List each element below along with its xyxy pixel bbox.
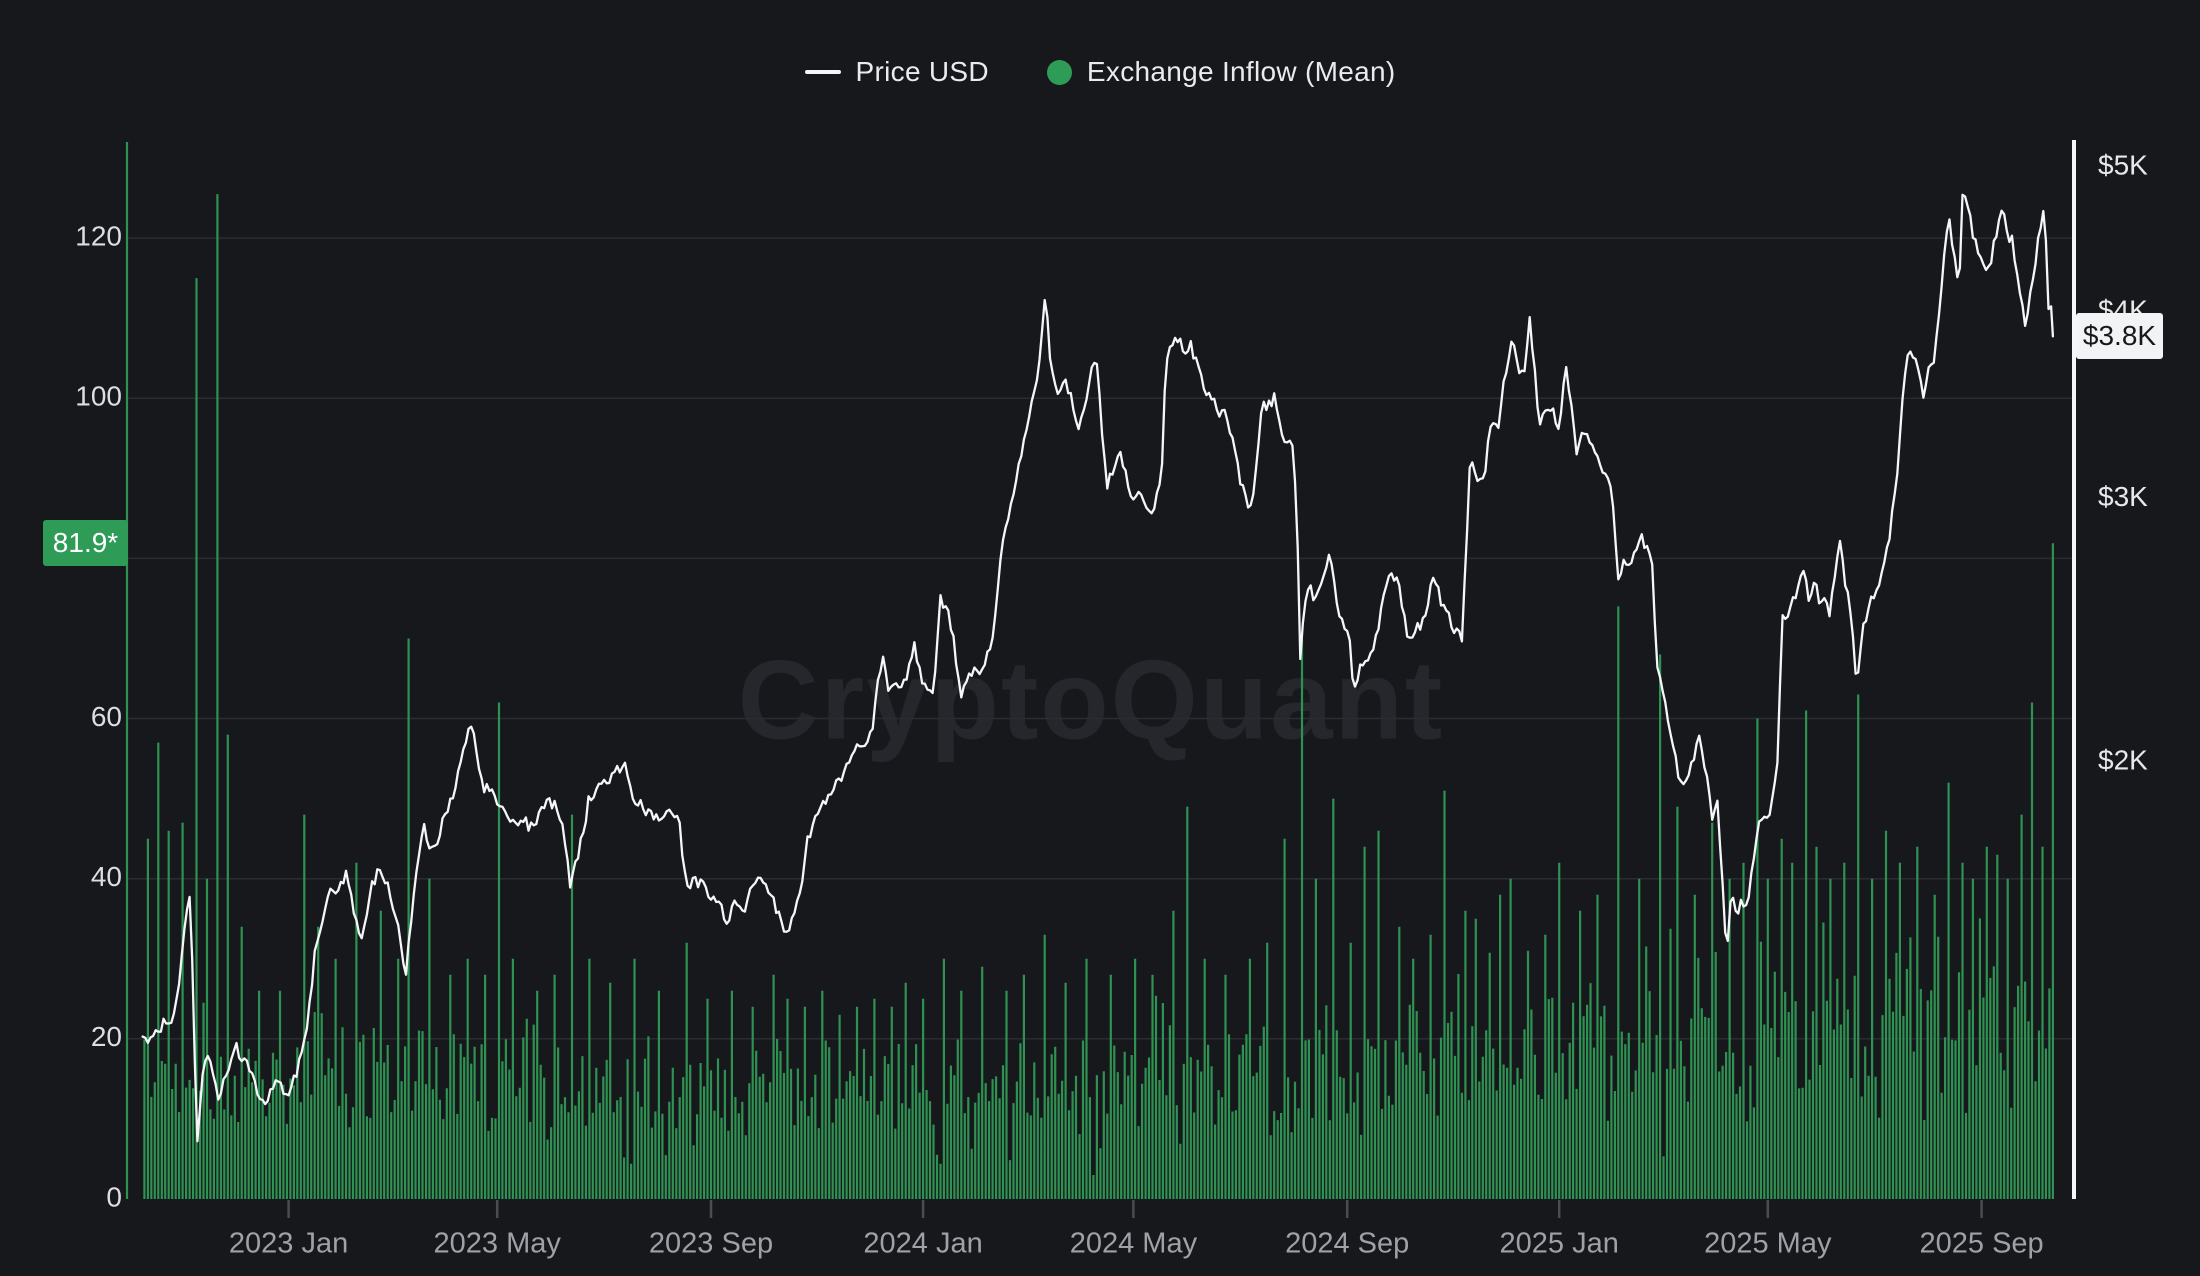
x-axis: 2023 Jan 2023 May 2023 Sep 2024 Jan 2024 May… (229, 1200, 2044, 1260)
price-axis-tick-label: $2K (2098, 744, 2148, 775)
chart-legend: Price USD Exchange Inflow (Mean) (0, 56, 2200, 88)
cryptoquant-watermark: CryptoQuant (737, 637, 1445, 763)
price-latest-value-badge: $3.8K (2076, 313, 2163, 360)
price-axis-tick-label: $5K (2098, 150, 2148, 181)
legend-item-price-usd[interactable]: Price USD (804, 56, 989, 88)
inflow-axis-tick-label: 40 (91, 861, 122, 892)
inflow-dot-marker-icon (1046, 59, 1072, 85)
left-axis-labels: 0 20 40 60 100 120 (75, 220, 122, 1212)
legend-label-exchange-inflow: Exchange Inflow (Mean) (1086, 56, 1396, 87)
x-tick-label: 2023 Sep (649, 1228, 773, 1260)
right-axis-labels: $2K$3K$4K$5K (2098, 150, 2148, 776)
x-tick-label: 2023 May (434, 1228, 562, 1260)
x-tick-label: 2025 Jan (1500, 1228, 1619, 1260)
inflow-axis-tick-label: 0 (106, 1181, 122, 1212)
inflow-latest-value-badge: 81.9* (43, 520, 128, 567)
price-axis-tick-label: $3K (2098, 481, 2148, 512)
inflow-axis-tick-label: 120 (75, 220, 122, 251)
legend-label-price-usd: Price USD (855, 56, 989, 87)
x-tick-label: 2023 Jan (229, 1228, 348, 1260)
x-tick-label: 2024 Jan (863, 1228, 982, 1260)
inflow-axis-tick-label: 100 (75, 381, 122, 412)
price-line-marker-icon (804, 70, 841, 74)
x-tick-label: 2025 Sep (1920, 1228, 2044, 1260)
x-tick-label: 2024 Sep (1285, 1228, 1409, 1260)
price-usd-line (141, 193, 2055, 1143)
inflow-axis-tick-label: 20 (91, 1021, 122, 1052)
inflow-axis-tick-label: 60 (91, 701, 122, 732)
x-tick-label: 2025 May (1704, 1228, 1832, 1260)
exchange-inflow-bars (125, 142, 2054, 1199)
x-tick-label: 2024 May (1070, 1228, 1198, 1260)
legend-item-exchange-inflow[interactable]: Exchange Inflow (Mean) (1046, 56, 1396, 88)
grid-lines (127, 237, 2072, 1040)
